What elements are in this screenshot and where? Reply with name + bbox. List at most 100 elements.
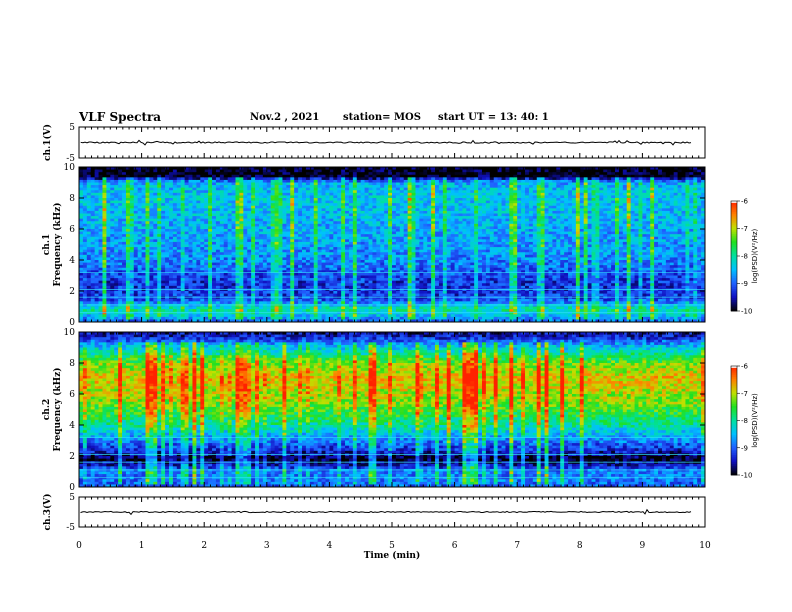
- spectrogram-cell: [176, 265, 182, 269]
- spectrogram-cell: [196, 218, 201, 222]
- spectrogram-cell: [212, 174, 217, 178]
- spectrogram-cell: [200, 257, 205, 261]
- spectrogram-cell: [392, 231, 397, 235]
- spectrogram-cell: [149, 167, 154, 170]
- spectrogram-cell: [161, 218, 166, 222]
- spectrogram-cell: [122, 319, 127, 323]
- spectrogram-cell: [165, 205, 170, 209]
- spectrogram-cell: [251, 301, 256, 305]
- spectrogram-cell: [122, 192, 127, 196]
- spectrogram-cell: [212, 260, 217, 263]
- spectrogram-cell: [98, 285, 103, 289]
- spectrogram-cell: [137, 257, 142, 261]
- spectrogram-cell: [90, 252, 96, 256]
- spectrogram-cell: [251, 241, 256, 245]
- spectrogram-cell: [313, 247, 319, 251]
- spectrogram-cell: [168, 260, 174, 263]
- spectrogram-cell: [153, 267, 158, 271]
- spectrogram-cell: [133, 275, 139, 279]
- spectrogram-cell: [243, 280, 248, 284]
- spectrogram-cell: [79, 275, 84, 279]
- spectrogram-cell: [278, 257, 283, 261]
- spectrogram-cell: [313, 239, 319, 243]
- spectrogram-cell: [98, 200, 103, 204]
- spectrogram-cell: [90, 205, 96, 209]
- spectrogram-cell: [235, 174, 240, 178]
- spectrogram-cell: [133, 319, 139, 323]
- spectrogram-cell: [266, 190, 272, 194]
- spectrogram-cell: [82, 179, 88, 183]
- spectrogram-cell: [298, 229, 303, 232]
- spectrogram-cell: [102, 231, 107, 235]
- spectrogram-cell: [125, 203, 131, 207]
- spectrogram-cell: [231, 311, 236, 315]
- spectrogram-cell: [399, 174, 405, 178]
- spectrogram-cell: [161, 278, 166, 282]
- spectrogram-cell: [380, 231, 385, 235]
- spectrogram-cell: [341, 285, 346, 289]
- spectrogram-cell: [294, 210, 299, 214]
- spectrogram-cell: [290, 283, 295, 287]
- spectrogram-cell: [90, 210, 96, 214]
- spectrogram-cell: [149, 306, 154, 310]
- spectrogram-cell: [145, 267, 150, 271]
- spectrogram-cell: [364, 296, 369, 300]
- spectrogram-cell: [388, 195, 393, 199]
- spectrogram-cell: [278, 182, 283, 186]
- spectrogram-cell: [165, 267, 170, 271]
- spectrogram-cell: [251, 167, 256, 170]
- spectrogram-cell: [223, 306, 229, 310]
- spectrogram-cell: [294, 249, 299, 253]
- spectrogram-cell: [352, 234, 358, 238]
- spectrogram-cell: [122, 195, 127, 199]
- spectrogram-cell: [333, 278, 338, 282]
- spectrogram-cell: [141, 309, 146, 313]
- spectrogram-cell: [215, 280, 221, 284]
- spectrogram-cell: [153, 239, 158, 243]
- spectrogram-cell: [325, 254, 330, 258]
- spectrogram-cell: [337, 187, 342, 191]
- spectrogram-cell: [294, 179, 299, 183]
- spectrogram-cell: [395, 241, 401, 245]
- spectrogram-cell: [286, 208, 291, 212]
- spectrogram-cell: [282, 311, 287, 315]
- spectrogram-cell: [258, 298, 264, 302]
- spectrogram-cell: [86, 291, 92, 294]
- spectrogram-cell: [118, 195, 123, 199]
- spectrogram-cell: [118, 177, 123, 181]
- spectrogram-cell: [356, 296, 362, 300]
- spectrogram-cell: [235, 229, 240, 232]
- spectrogram-cell: [114, 210, 119, 214]
- spectrogram-cell: [102, 283, 107, 287]
- spectrogram-cell: [321, 247, 326, 251]
- spectrogram-cell: [321, 174, 326, 178]
- spectrogram-cell: [337, 198, 342, 201]
- spectrogram-cell: [364, 190, 369, 194]
- spectrogram-cell: [192, 200, 197, 204]
- spectrogram-cell: [153, 185, 158, 189]
- spectrogram-cell: [247, 216, 252, 220]
- spectrogram-cell: [395, 301, 401, 305]
- spectrogram-cell: [384, 311, 389, 315]
- spectrogram-cell: [176, 262, 182, 266]
- spectrogram-cell: [231, 244, 236, 248]
- spectrogram-cell: [290, 270, 295, 274]
- spectrogram-cell: [200, 236, 205, 240]
- spectrogram-cell: [102, 169, 107, 173]
- spectrogram-cell: [282, 174, 287, 178]
- spectrogram-cell: [165, 226, 170, 230]
- spectrogram-cell: [153, 278, 158, 282]
- spectrogram-cell: [227, 314, 232, 318]
- spectrogram-cell: [110, 203, 115, 207]
- spectrogram-cell: [172, 195, 178, 199]
- spectrogram-cell: [122, 169, 127, 173]
- spectrogram-cell: [157, 231, 162, 235]
- spectrogram-cell: [352, 213, 358, 217]
- spectrogram-cell: [180, 316, 186, 320]
- spectrogram-cell: [356, 319, 362, 323]
- spectrogram-cell: [141, 190, 146, 194]
- spectrogram-cell: [376, 314, 381, 318]
- spectrogram-cell: [364, 267, 369, 271]
- spectrogram-cell: [313, 249, 319, 253]
- spectrogram-cell: [309, 205, 315, 209]
